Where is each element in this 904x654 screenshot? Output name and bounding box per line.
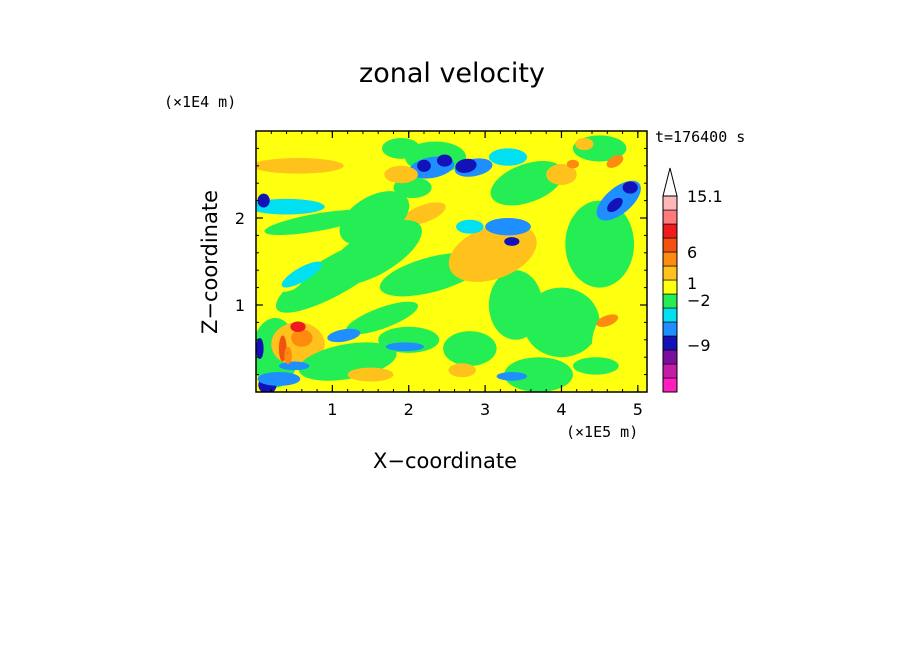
field-blob xyxy=(284,346,292,365)
chart-title: zonal velocity xyxy=(359,58,545,89)
field-blob xyxy=(596,314,619,327)
colorbar-swatch xyxy=(662,349,678,365)
field-blob xyxy=(443,331,497,366)
y-tick-label: 1 xyxy=(235,296,245,315)
field-blob xyxy=(448,363,476,378)
colorbar-swatch xyxy=(662,307,678,323)
field-blob xyxy=(566,159,580,169)
field-blob xyxy=(490,160,564,206)
field-blob xyxy=(565,200,635,288)
field-blob xyxy=(327,328,361,343)
field-blob xyxy=(264,209,370,235)
x-tick-label: 2 xyxy=(404,400,414,419)
field-blob xyxy=(281,261,322,288)
field-blob xyxy=(523,287,600,358)
field-blob xyxy=(456,219,484,234)
field-blob xyxy=(622,181,638,194)
colorbar-label: 15.1 xyxy=(687,187,723,206)
field-blob xyxy=(257,193,270,208)
colorbar-swatch xyxy=(662,321,678,337)
field-blob xyxy=(347,367,394,382)
colorbar-swatch xyxy=(662,377,678,393)
plot-frame xyxy=(255,130,648,393)
x-tick-label: 4 xyxy=(556,400,566,419)
colorbar-swatch xyxy=(662,195,678,211)
colorbar-swatch xyxy=(662,293,678,309)
field-blob xyxy=(256,157,344,174)
field-blob xyxy=(384,165,418,184)
colorbar-label: −2 xyxy=(687,291,711,310)
colorbar-swatch xyxy=(662,223,678,239)
field-blob xyxy=(256,338,264,359)
x-axis-unit: (×1E5 m) xyxy=(566,423,639,441)
y-tick-label: 2 xyxy=(235,209,245,228)
field-blob xyxy=(417,159,431,172)
y-axis-unit: (×1E4 m) xyxy=(164,93,237,111)
colorbar: 15.1 6 1−2 −9 xyxy=(662,167,723,393)
x-tick-label: 3 xyxy=(480,400,490,419)
colorbar-extend-arrow xyxy=(662,167,678,197)
field-blob xyxy=(291,329,313,347)
field-blob xyxy=(278,361,310,371)
field-blob xyxy=(436,154,453,167)
field-blob xyxy=(485,218,531,236)
colorbar-frame xyxy=(662,195,678,393)
colorbar-label: 6 xyxy=(687,243,697,262)
field-blob xyxy=(488,148,528,166)
field-blob xyxy=(382,137,421,159)
x-axis-label: X−coordinate xyxy=(373,449,517,473)
timestamp-label: t=176400 s xyxy=(655,128,746,146)
field-blob xyxy=(606,155,624,168)
field-blob xyxy=(575,137,594,151)
field-blob xyxy=(607,197,623,213)
field-blob xyxy=(496,371,528,381)
colorbar-label: 1 xyxy=(687,274,697,293)
colorbar-swatch xyxy=(662,209,678,225)
field-blob xyxy=(326,220,422,286)
colorbar-swatch xyxy=(662,335,678,351)
field-blob xyxy=(455,158,477,173)
axes: 1 2 3 4 5 1 2 xyxy=(235,131,647,419)
field-blob xyxy=(256,198,325,215)
field-blob xyxy=(572,357,619,375)
field-blob xyxy=(402,202,446,225)
colorbar-swatch xyxy=(662,265,678,281)
field-blob xyxy=(546,164,577,185)
field-blob xyxy=(345,301,419,335)
colorbar-swatch xyxy=(662,279,678,295)
field-blob xyxy=(385,342,425,352)
colorbar-swatch xyxy=(662,363,678,379)
colorbar-swatch xyxy=(662,237,678,253)
field-blob xyxy=(257,371,301,386)
field-blob xyxy=(290,321,306,332)
contour-field xyxy=(256,131,647,392)
colorbar-swatch xyxy=(662,251,678,267)
x-tick-label: 5 xyxy=(633,400,643,419)
x-tick-label: 1 xyxy=(327,400,337,419)
field-blob xyxy=(504,237,520,246)
colorbar-label: −9 xyxy=(687,336,711,355)
field-blob xyxy=(504,357,573,392)
